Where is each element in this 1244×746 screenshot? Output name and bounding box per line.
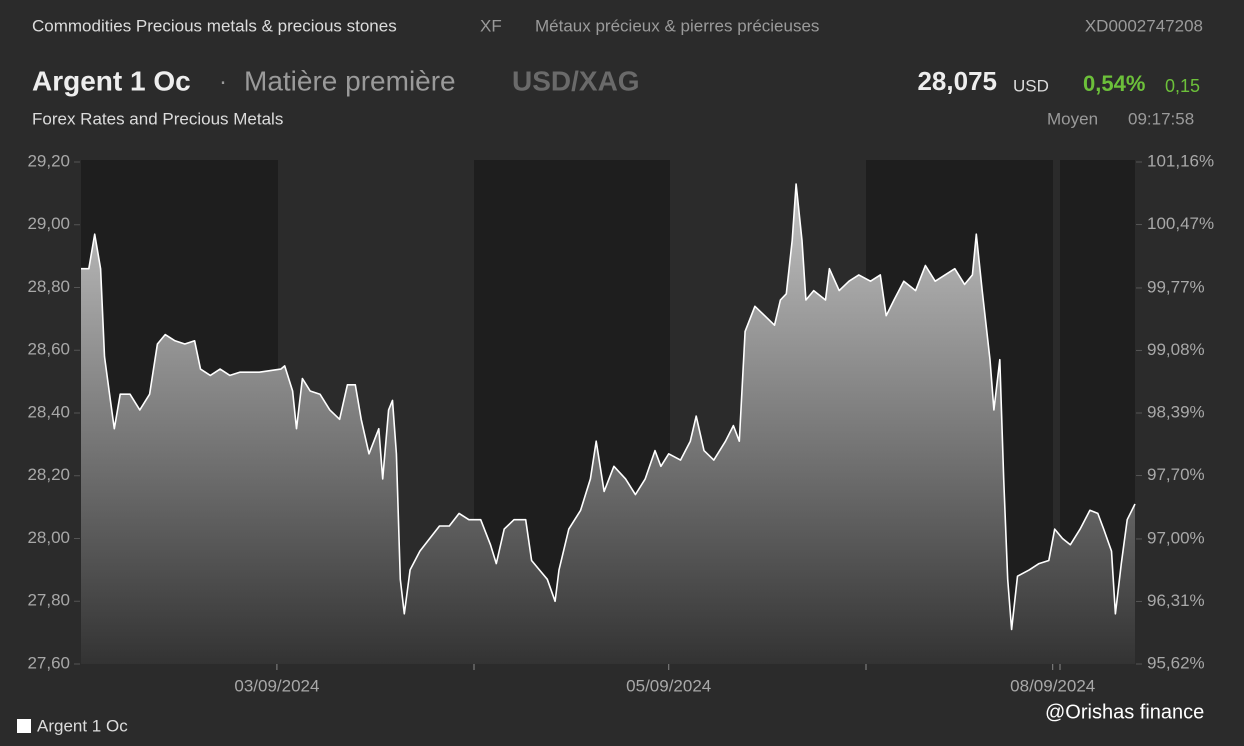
change-pct: 0,54%	[1083, 71, 1145, 96]
y2-tick-label: 99,77%	[1147, 277, 1205, 296]
x-tick-label: 03/09/2024	[234, 676, 319, 695]
x-tick-label: 05/09/2024	[626, 676, 711, 695]
y2-tick-label: 100,47%	[1147, 214, 1214, 233]
source: Forex Rates and Precious Metals	[32, 109, 283, 128]
currency: USD	[1013, 76, 1049, 95]
y2-tick-label: 101,16%	[1147, 151, 1214, 170]
price-type: Moyen	[1047, 109, 1098, 128]
y-tick-label: 28,40	[27, 402, 70, 421]
y-tick-label: 28,80	[27, 277, 70, 296]
x-tick-label: 08/09/2024	[1010, 676, 1095, 695]
legend-label: Argent 1 Oc	[37, 716, 128, 735]
y2-tick-label: 95,62%	[1147, 653, 1205, 672]
asset-type: Matière première	[244, 65, 456, 96]
separator: ·	[219, 68, 227, 95]
y-tick-label: 27,60	[27, 653, 70, 672]
category: Commodities Precious metals & precious s…	[32, 16, 397, 35]
y-tick-label: 29,20	[27, 151, 70, 170]
time: 09:17:58	[1128, 109, 1194, 128]
y2-tick-label: 99,08%	[1147, 340, 1205, 359]
price: 28,075	[917, 66, 997, 96]
instrument-name: Argent 1 Oc	[32, 65, 191, 96]
area	[81, 184, 1135, 664]
legend-swatch	[17, 719, 31, 733]
y-tick-label: 29,00	[27, 214, 70, 233]
isin: XD0002747208	[1085, 16, 1203, 35]
price-line	[81, 183, 1136, 631]
y-tick-label: 28,00	[27, 528, 70, 547]
y-tick-label: 28,60	[27, 340, 70, 359]
exchange: XF	[480, 16, 502, 35]
y2-tick-label: 98,39%	[1147, 402, 1205, 421]
y-tick-label: 28,20	[27, 465, 70, 484]
y2-tick-label: 97,70%	[1147, 465, 1205, 484]
y2-tick-label: 96,31%	[1147, 591, 1205, 610]
watermark: @Orishas finance	[1045, 701, 1204, 723]
y2-tick-label: 97,00%	[1147, 528, 1205, 547]
change: 0,15	[1165, 76, 1200, 96]
y-tick-label: 27,80	[27, 591, 70, 610]
category-fr: Métaux précieux & pierres précieuses	[535, 16, 819, 35]
pair: USD/XAG	[512, 65, 640, 96]
